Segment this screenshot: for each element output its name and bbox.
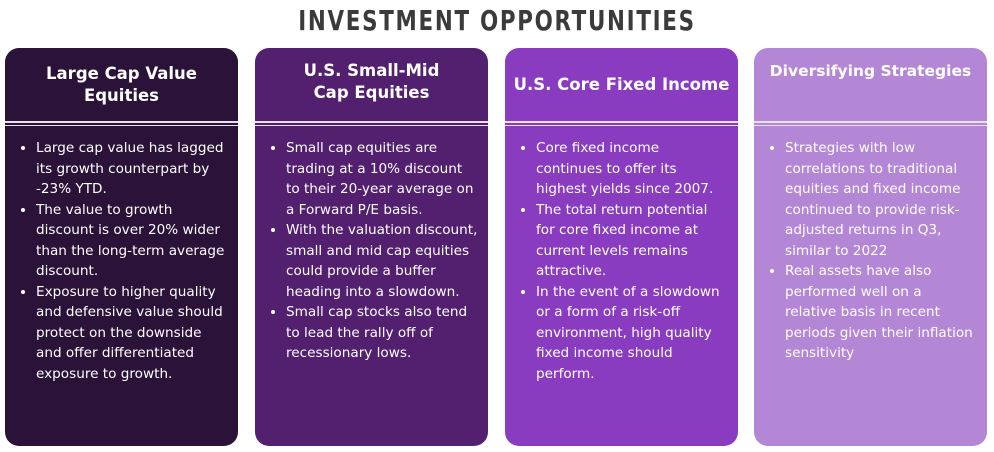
bullet-item: In the event of a slowdown or a form of … <box>536 282 728 385</box>
divider <box>505 125 738 126</box>
divider <box>754 125 987 126</box>
bullet-item: Large cap value has lagged its growth co… <box>36 138 228 200</box>
card-core-fixed-income: U.S. Core Fixed Income Core fixed income… <box>505 48 738 446</box>
divider <box>255 125 488 126</box>
bullet-item: Small cap equities are trading at a 10% … <box>286 138 478 220</box>
bullet-list: Large cap value has lagged its growth co… <box>5 138 238 384</box>
bullet-item: The total return potential for core fixe… <box>536 200 728 282</box>
bullet-list: Small cap equities are trading at a 10% … <box>255 138 488 364</box>
bullet-list: Strategies with low correlations to trad… <box>754 138 987 364</box>
card-large-cap-value: Large Cap Value Equities Large cap value… <box>5 48 238 446</box>
divider <box>754 121 987 123</box>
card-small-mid-cap: U.S. Small-Mid Cap Equities Small cap eq… <box>255 48 488 446</box>
card-heading: Diversifying Strategies <box>769 62 972 80</box>
card-heading: U.S. Core Fixed Income <box>513 74 730 94</box>
divider <box>5 121 238 123</box>
page-title: INVESTMENT OPPORTUNITIES <box>298 4 696 37</box>
bullet-list: Core fixed income continues to offer its… <box>505 138 738 384</box>
bullet-item: Core fixed income continues to offer its… <box>536 138 728 200</box>
divider <box>5 125 238 126</box>
bullet-item: Exposure to higher quality and defensive… <box>36 282 228 385</box>
divider <box>505 121 738 123</box>
card-heading: Large Cap Value Equities <box>46 63 197 105</box>
bullet-item: The value to growth discount is over 20%… <box>36 200 228 282</box>
bullet-item: Real assets have also performed well on … <box>785 261 977 364</box>
card-heading: U.S. Small-Mid Cap Equities <box>303 61 440 102</box>
card-diversifying-strategies: Diversifying Strategies Strategies with … <box>754 48 987 446</box>
divider <box>255 121 488 123</box>
bullet-item: With the valuation discount, small and m… <box>286 220 478 302</box>
bullet-item: Small cap stocks also tend to lead the r… <box>286 302 478 364</box>
bullet-item: Strategies with low correlations to trad… <box>785 138 977 261</box>
